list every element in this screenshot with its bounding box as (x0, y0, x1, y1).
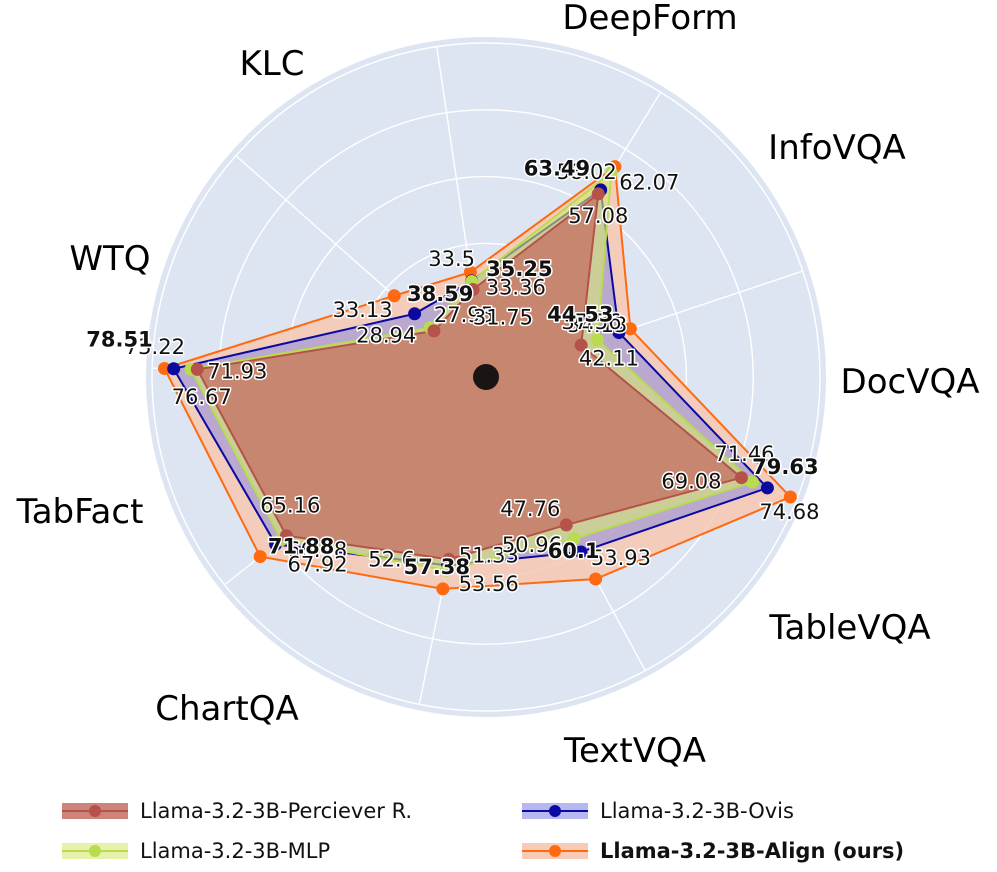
legend-item: Llama-3.2-3B-MLP (60, 838, 330, 864)
data-point (408, 307, 422, 321)
axis-label: ChartQA (155, 689, 298, 729)
legend-item: Llama-3.2-3B-Perciever R. (60, 798, 412, 824)
legend-swatch (62, 843, 128, 859)
value-label: 69.08 (661, 470, 721, 494)
value-label: 74.68 (759, 500, 819, 524)
data-point (387, 289, 401, 303)
value-label: 53.56 (459, 572, 519, 596)
data-point (442, 552, 456, 566)
value-label: 42.11 (579, 347, 639, 371)
radar-chart: DeepForm InfoVQA DocVQA TableVQA TextVQA Char… (16, 0, 980, 771)
axis-label: KLC (240, 44, 305, 84)
data-point (734, 471, 748, 485)
value-label: 71.88 (268, 535, 334, 559)
data-point (559, 518, 573, 532)
axis-label: TextVQA (563, 731, 706, 771)
data-point (783, 490, 797, 504)
value-label: 67.92 (288, 552, 348, 576)
value-label: 27.95 (434, 303, 494, 327)
value-label: 51.33 (459, 543, 519, 567)
value-label: 33.5 (428, 247, 475, 271)
legend-swatch (522, 803, 588, 819)
data-point (158, 362, 172, 376)
axis-label: WTQ (69, 239, 150, 279)
data-point (590, 333, 604, 347)
axis-label: DeepForm (562, 0, 737, 38)
value-label: 57.38 (404, 555, 470, 579)
value-label: 37.56 (561, 310, 621, 334)
value-label: 66.48 (287, 538, 347, 562)
axis-label: TableVQA (768, 608, 930, 648)
data-point (612, 326, 626, 340)
data-point (623, 322, 637, 336)
legend-label: Llama-3.2-3B-MLP (140, 839, 331, 863)
axis-label: InfoVQA (768, 128, 906, 168)
value-label: 52.6 (368, 548, 415, 572)
value-label: 44.53 (547, 303, 613, 327)
axis-label: TabFact (16, 492, 144, 532)
data-point (466, 282, 480, 296)
legend-label: Llama-3.2-3B-Perciever R. (140, 799, 413, 823)
value-label: 38.59 (407, 282, 473, 306)
legend: Llama-3.2-3B-Perciever R. Llama-3.2-3B-M… (60, 790, 980, 870)
data-point (440, 563, 454, 577)
value-label: 76.67 (172, 385, 232, 409)
series-area (195, 191, 744, 561)
value-label: 79.63 (752, 455, 818, 479)
data-point (591, 187, 605, 201)
grid-ring (151, 42, 821, 712)
value-label: 71.46 (714, 442, 774, 466)
data-point (574, 545, 588, 559)
value-label: 65.16 (260, 494, 320, 518)
value-label: 71.93 (207, 359, 267, 383)
data-point (427, 324, 441, 338)
value-label: 53.93 (591, 546, 651, 570)
value-label: 60.1 (548, 539, 600, 563)
value-label: 50.96 (502, 533, 562, 557)
data-point (190, 362, 204, 376)
data-point (279, 529, 293, 543)
legend-item: Llama-3.2-3B-Align (ours) (520, 838, 904, 864)
legend-swatch (62, 803, 128, 819)
legend-swatch (522, 843, 588, 859)
value-label: 33.13 (333, 298, 393, 322)
value-label: 78.51 (86, 328, 152, 352)
legend-label: Llama-3.2-3B-Ovis (600, 799, 794, 823)
axis-label: DocVQA (841, 362, 980, 402)
data-point (745, 475, 759, 489)
data-point (253, 550, 267, 564)
legend-item: Llama-3.2-3B-Ovis (520, 798, 794, 824)
value-label: 35.25 (486, 257, 552, 281)
value-label: 73.22 (125, 335, 185, 359)
data-point (574, 338, 588, 352)
data-point (760, 481, 774, 495)
value-label: 47.76 (500, 497, 560, 521)
data-point (436, 582, 450, 596)
value-label: 28.94 (356, 324, 416, 348)
value-label: 33.36 (486, 276, 546, 300)
data-point (167, 362, 181, 376)
value-label: 31.75 (473, 305, 533, 329)
data-point (604, 166, 618, 180)
value-label: 62.07 (619, 171, 679, 195)
value-label: 58.02 (557, 160, 617, 184)
center-point (473, 364, 499, 390)
data-point (589, 572, 603, 586)
value-label: 57.08 (568, 204, 628, 228)
legend-label: Llama-3.2-3B-Align (ours) (600, 839, 905, 863)
value-label: 63.49 (524, 157, 590, 181)
value-label: 34.13 (567, 313, 627, 337)
data-point (567, 532, 581, 546)
